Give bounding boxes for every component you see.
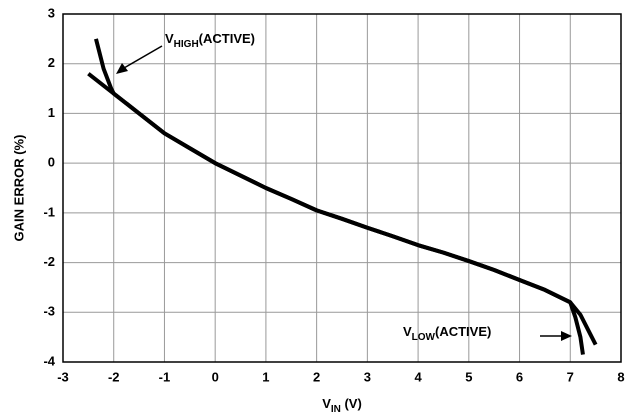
y-tick-label: -3	[43, 304, 55, 319]
x-tick-label: -2	[108, 369, 120, 384]
y-tick-label: 0	[48, 155, 55, 170]
y-axis-label: GAIN ERROR (%)	[11, 135, 26, 242]
x-tick-label: 7	[567, 369, 574, 384]
y-tick-label: -2	[43, 254, 55, 269]
annotation-text: VHIGH(ACTIVE)	[165, 31, 255, 49]
y-tick-label: -1	[43, 204, 55, 219]
x-tick-label: -1	[159, 369, 171, 384]
annotation-main: V	[403, 324, 412, 339]
annotation-main: V	[165, 31, 174, 46]
data-line	[94, 38, 585, 355]
arrow-line	[123, 45, 163, 69]
y-tick-label: 2	[48, 55, 55, 70]
x-tick-label: 1	[262, 369, 269, 384]
x-label-rest: (V)	[341, 396, 362, 411]
x-axis-label: VIN (V)	[322, 396, 362, 414]
arrow-head	[561, 331, 572, 341]
plot-frame	[62, 13, 622, 363]
x-tick-label: 6	[516, 369, 523, 384]
x-tick-label: 8	[617, 369, 624, 384]
annotation-high: VHIGH(ACTIVE)	[116, 31, 255, 74]
annotation-sub: HIGH	[174, 39, 199, 50]
x-tick-label: -3	[57, 369, 69, 384]
annotation-rest: (ACTIVE)	[435, 324, 491, 339]
x-tick-label: 3	[364, 369, 371, 384]
arrow-head	[116, 63, 128, 74]
x-tick-label: 0	[212, 369, 219, 384]
annotation-text: VLOW(ACTIVE)	[403, 324, 491, 342]
annotation-rest: (ACTIVE)	[199, 31, 255, 46]
annotation-sub: LOW	[412, 332, 436, 343]
y-tick-label: 3	[48, 5, 55, 20]
x-tick-label: 4	[414, 369, 422, 384]
x-label-sub: IN	[331, 404, 341, 415]
y-tick-label: -4	[43, 353, 55, 368]
annotation-low: VLOW(ACTIVE)	[403, 324, 572, 343]
y-tick-label: 1	[48, 105, 55, 120]
x-label-main: V	[322, 396, 331, 411]
x-tick-label: 5	[465, 369, 472, 384]
x-tick-label: 2	[313, 369, 320, 384]
